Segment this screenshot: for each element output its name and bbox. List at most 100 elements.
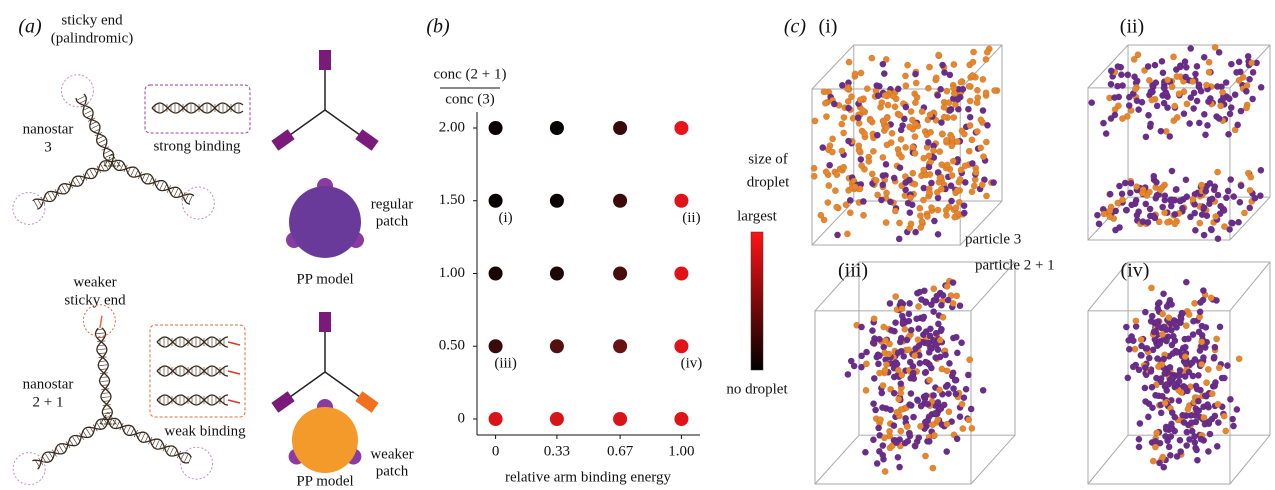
particle xyxy=(974,99,980,105)
pp-particle xyxy=(289,186,361,258)
particle xyxy=(834,204,840,210)
particle xyxy=(899,313,905,319)
particle xyxy=(947,72,953,78)
particle xyxy=(944,448,950,454)
particle xyxy=(891,175,897,181)
particle xyxy=(961,202,967,208)
particle xyxy=(862,449,868,455)
particle xyxy=(926,153,932,159)
particle xyxy=(860,212,866,218)
pp-particle xyxy=(292,407,358,473)
particle xyxy=(912,181,918,187)
tripod-tip xyxy=(271,391,294,412)
particle xyxy=(950,85,956,91)
particle xyxy=(902,415,908,421)
point xyxy=(489,194,503,208)
particle xyxy=(1224,362,1230,368)
particle xyxy=(905,438,911,444)
particle xyxy=(908,108,914,114)
particle xyxy=(1115,63,1121,69)
x-tick-label: 0.67 xyxy=(607,443,634,459)
particle xyxy=(1168,421,1174,427)
particle xyxy=(1190,196,1196,202)
particle xyxy=(1140,218,1146,224)
particle xyxy=(1136,444,1142,450)
particle xyxy=(1208,295,1214,301)
particle xyxy=(1200,354,1206,360)
particle xyxy=(1167,452,1173,458)
particle xyxy=(970,59,976,65)
particle xyxy=(834,232,840,238)
particle xyxy=(1257,193,1263,199)
particle xyxy=(1215,192,1221,198)
particle xyxy=(1209,196,1215,202)
particle xyxy=(1227,111,1233,117)
particle xyxy=(1142,398,1148,404)
particle xyxy=(1100,120,1106,126)
dna-strand xyxy=(152,103,243,113)
particle xyxy=(1229,416,1235,422)
particle xyxy=(1169,168,1175,174)
particle xyxy=(954,187,960,193)
particle xyxy=(1170,320,1176,326)
particle xyxy=(1223,79,1229,85)
particle xyxy=(826,182,832,188)
dna-rung xyxy=(101,389,109,390)
particle xyxy=(881,70,887,76)
particle xyxy=(1181,111,1187,117)
particle xyxy=(915,336,921,342)
particle xyxy=(927,171,933,177)
particle xyxy=(1198,361,1204,367)
particle xyxy=(870,340,876,346)
particle xyxy=(961,394,967,400)
dna-rung xyxy=(141,434,145,441)
particle xyxy=(1177,437,1183,443)
particle xyxy=(965,372,971,378)
particle xyxy=(902,179,908,185)
particle xyxy=(820,144,826,150)
colorbar xyxy=(751,232,763,370)
tripod-tip xyxy=(319,50,331,70)
point xyxy=(674,267,688,281)
dna-rung xyxy=(174,189,177,196)
particle xyxy=(1145,414,1151,420)
tripod-tip xyxy=(319,312,331,332)
particle xyxy=(1247,187,1253,193)
particle xyxy=(1173,186,1179,192)
particle xyxy=(897,339,903,345)
x-tick-label: 0 xyxy=(492,443,500,459)
particle xyxy=(892,208,898,214)
binding-label: strong binding xyxy=(153,138,241,154)
particle xyxy=(826,162,832,168)
dna-rung xyxy=(102,397,110,398)
particle xyxy=(1227,396,1233,402)
particle xyxy=(1166,314,1172,320)
particle xyxy=(1172,414,1178,420)
snapshot-label: (i) xyxy=(819,16,838,38)
particle xyxy=(902,73,908,79)
particle xyxy=(984,49,990,55)
particle xyxy=(1108,68,1114,74)
particle xyxy=(895,454,901,460)
particle xyxy=(1164,77,1170,83)
particle xyxy=(873,177,879,183)
particle xyxy=(923,392,929,398)
particle xyxy=(950,279,956,285)
particle xyxy=(1203,324,1209,330)
particle xyxy=(907,209,913,215)
particle xyxy=(1164,104,1170,110)
nanostar-label: nanostar xyxy=(23,376,74,392)
particle xyxy=(845,105,851,111)
particle xyxy=(880,172,886,178)
particle xyxy=(958,79,964,85)
dna-rung xyxy=(188,456,192,463)
particle xyxy=(1198,88,1204,94)
particle xyxy=(847,210,853,216)
particle xyxy=(1136,436,1142,442)
particle xyxy=(928,180,934,186)
particle xyxy=(1101,211,1107,217)
particle xyxy=(1215,419,1221,425)
particle xyxy=(870,148,876,154)
particle xyxy=(856,143,862,149)
particle xyxy=(874,132,880,138)
